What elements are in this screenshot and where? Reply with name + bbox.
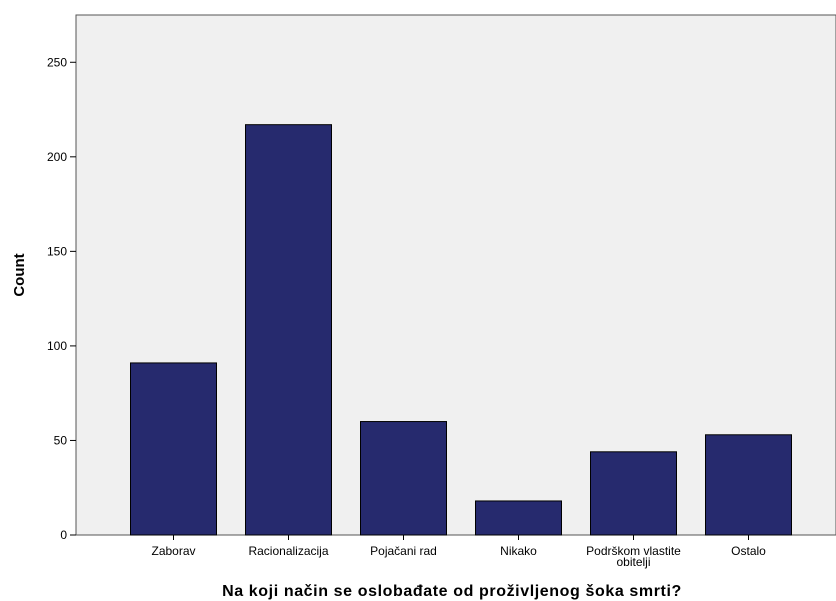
bar <box>475 500 562 536</box>
y-tick-label: 0 <box>60 528 67 542</box>
y-tick-label: 150 <box>47 244 67 258</box>
x-tick-label: Racionalizacija <box>248 544 328 558</box>
x-axis-label: Na koji način se oslobađate od proživlje… <box>222 583 682 600</box>
x-tick-label: Nikako <box>500 544 537 558</box>
bar <box>130 362 217 536</box>
bar <box>705 434 792 536</box>
bar <box>360 421 447 536</box>
y-tick-label: 200 <box>47 150 67 164</box>
y-tick-label: 50 <box>54 433 68 447</box>
x-tick-label: Zaborav <box>151 544 195 558</box>
x-tick-label: Podrškom vlastite <box>586 544 681 558</box>
y-tick-label: 250 <box>47 55 67 69</box>
x-tick-label: Pojačani rad <box>370 544 437 558</box>
y-tick-label: 100 <box>47 339 67 353</box>
bar <box>590 451 677 536</box>
y-axis: 0 50 100 150 200 250 <box>47 55 76 542</box>
y-axis-label: Count <box>11 253 28 296</box>
x-tick-label: Ostalo <box>731 544 766 558</box>
x-axis: Zaborav Racionalizacija Pojačani rad Nikako… <box>151 535 766 569</box>
bar <box>245 124 332 536</box>
x-tick-label: obitelji <box>616 555 650 569</box>
